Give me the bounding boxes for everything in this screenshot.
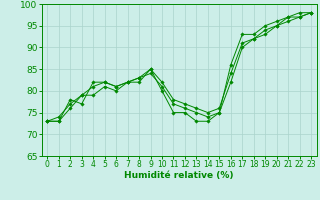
X-axis label: Humidité relative (%): Humidité relative (%) [124,171,234,180]
